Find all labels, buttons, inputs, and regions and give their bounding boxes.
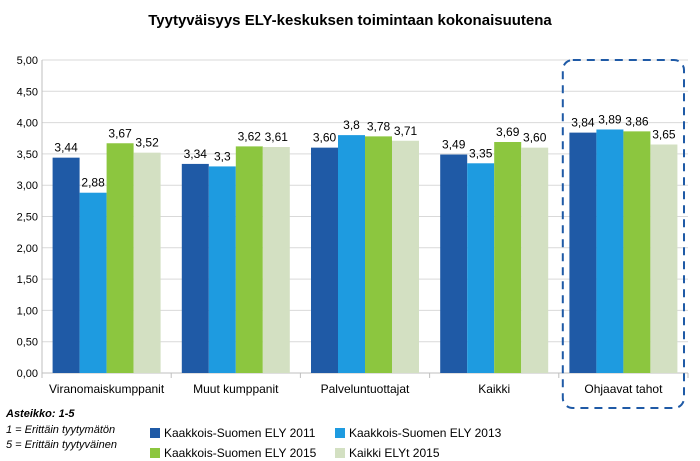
category-label: Viranomaiskumppanit [49, 382, 165, 396]
y-tick-label: 4,00 [17, 118, 38, 130]
bar [650, 144, 678, 373]
legend: Kaakkois-Suomen ELY 2011 Kaakkois-Suomen… [150, 426, 550, 460]
data-labels: 3,44 2,88 3,673,52 3,34 3,3 3,62 3,61 3,60 3,8 3,… [54, 112, 675, 189]
bar [133, 152, 161, 373]
y-tick-label: 0,50 [17, 337, 38, 349]
data-label: 2,88 [81, 176, 105, 190]
data-label: 3,60 [523, 131, 547, 145]
scale-line-min: 1 = Erittäin tyytymätön [6, 424, 116, 436]
bar [208, 166, 236, 373]
y-tick-label: 1,50 [17, 274, 38, 286]
bar [338, 135, 365, 373]
data-label: 3,86 [625, 114, 649, 128]
y-tick-label: 3,00 [17, 180, 38, 192]
data-label: 3,61 [265, 130, 289, 144]
y-tick-label: 0,00 [17, 368, 38, 380]
data-label: 3,44 [54, 141, 78, 155]
category-label: Palveluntuottajat [321, 382, 410, 396]
legend-swatch [335, 428, 345, 438]
data-label: 3,89 [598, 112, 622, 126]
bar [311, 147, 338, 373]
bar [521, 147, 549, 373]
bar [467, 163, 495, 373]
data-label: 3,71 [394, 124, 418, 138]
legend-item-kaikki-elyt-2015: Kaikki ELYt 2015 [335, 446, 535, 460]
data-label: 3,84 [571, 116, 595, 130]
data-label: 3,52 [135, 136, 159, 150]
y-tick-label: 2,00 [17, 243, 38, 255]
legend-label: Kaikki ELYt 2015 [349, 446, 440, 460]
bar [392, 140, 419, 373]
scale-line-max: 5 = Erittäin tyytyväinen [6, 439, 117, 451]
y-tick-label: 2,50 [17, 212, 38, 224]
y-tick-label: 5,00 [17, 55, 38, 67]
data-label: 3,3 [214, 149, 231, 163]
legend-swatch [335, 448, 345, 458]
data-label: 3,34 [184, 147, 208, 161]
legend-label: Kaakkois-Suomen ELY 2011 [164, 426, 316, 440]
y-tick-label: 3,50 [17, 149, 38, 161]
y-tick-label: 4,50 [17, 86, 38, 98]
data-label: 3,65 [652, 128, 676, 142]
legend-item-ely-2015: Kaakkois-Suomen ELY 2015 [150, 446, 335, 460]
data-label: 3,62 [238, 129, 262, 143]
legend-label: Kaakkois-Suomen ELY 2013 [349, 426, 502, 440]
bar [623, 131, 651, 373]
data-label: 3,60 [313, 131, 337, 145]
bar [440, 154, 468, 373]
bars [52, 129, 678, 373]
bar [262, 147, 290, 373]
bar [596, 129, 624, 373]
legend-item-ely-2011: Kaakkois-Suomen ELY 2011 [150, 426, 335, 440]
data-label: 3,69 [496, 125, 520, 139]
legend-swatch [150, 448, 160, 458]
data-label: 3,49 [442, 138, 466, 152]
category-label: Muut kumppanit [193, 382, 279, 396]
bar [569, 132, 597, 373]
y-tick-label: 1,00 [17, 305, 38, 317]
data-label: 3,35 [469, 146, 493, 160]
legend-item-ely-2013: Kaakkois-Suomen ELY 2013 [335, 426, 535, 440]
data-label: 3,78 [367, 119, 391, 133]
legend-swatch [150, 428, 160, 438]
data-label: 3,67 [108, 126, 132, 140]
chart-title: Tyytyväisyys ELY-keskuksen toimintaan ko… [148, 12, 552, 29]
legend-label: Kaakkois-Suomen ELY 2015 [164, 446, 317, 460]
category-label: Kaikki [478, 382, 510, 396]
scale-heading: Asteikko: 1-5 [6, 408, 75, 420]
bar [494, 142, 522, 373]
x-axis: Viranomaiskumppanit Muut kumppanit Palvelu… [41, 373, 689, 396]
data-label: 3,8 [343, 118, 360, 132]
category-label: Ohjaavat tahot [584, 382, 663, 396]
highlight-box-ohjaavat-tahot [561, 59, 685, 409]
bar [79, 192, 107, 373]
scale-note: Asteikko: 1-5 1 = Erittäin tyytymätön 5 … [6, 408, 117, 454]
bar [106, 143, 134, 373]
bar [52, 157, 80, 373]
bar [235, 146, 263, 373]
bar [181, 163, 209, 373]
bar [365, 136, 392, 373]
